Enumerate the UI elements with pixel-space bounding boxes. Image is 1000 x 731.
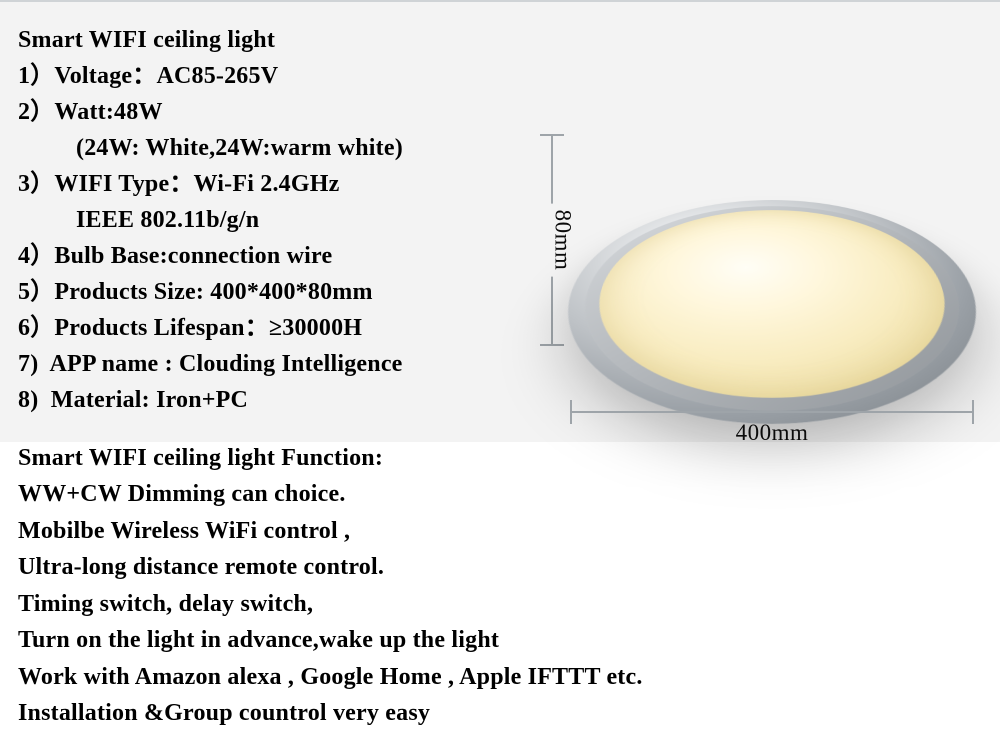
dim-bar (570, 411, 974, 413)
function-line: Work with Amazon alexa , Google Home , A… (18, 659, 978, 695)
product-figure: 80mm 400mm (462, 22, 982, 442)
function-line: Turn on the light in advance,wake up the… (18, 622, 978, 658)
ceiling-light-image (572, 90, 972, 350)
function-line: Mobilbe Wireless WiFi control , (18, 513, 978, 549)
function-line: WW+CW Dimming can choice. (18, 476, 978, 512)
dim-cap (972, 400, 974, 424)
function-line: Timing switch, delay switch, (18, 586, 978, 622)
infographic-page: Smart WIFI ceiling light 1）Voltage：AC85-… (0, 0, 1000, 731)
functions-heading: Smart WIFI ceiling light Function: (18, 440, 978, 476)
lamp-3d (523, 200, 1000, 424)
function-line: Installation &Group countrol very easy (18, 695, 978, 731)
function-line: Ultra-long distance remote control. (18, 549, 978, 585)
dimension-width: 400mm (570, 392, 974, 432)
functions-block: Smart WIFI ceiling light Function: WW+CW… (18, 440, 978, 731)
